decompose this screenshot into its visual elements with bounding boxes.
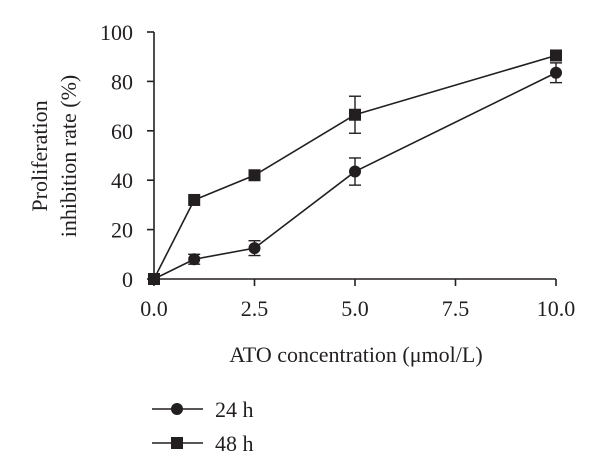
y-axis-title-line-1: Proliferation: [27, 100, 52, 211]
y-axis-title: Proliferation inhibition rate (%): [27, 75, 81, 238]
series-layer: [148, 49, 562, 285]
y-tick-label: 60: [111, 119, 133, 144]
legend-label: 24 h: [215, 397, 254, 422]
series-48h: [148, 49, 562, 285]
y-tick-label: 40: [111, 168, 133, 193]
data-point-48h: [550, 49, 562, 62]
series-24h: [148, 62, 562, 285]
data-point-24h: [188, 253, 201, 266]
legend-label: 48 h: [215, 431, 254, 456]
y-tick-label: 20: [111, 218, 133, 243]
y-axis-title-line-2: inhibition rate (%): [56, 75, 81, 238]
data-point-24h: [550, 66, 562, 79]
x-tick-label: 2.5: [241, 296, 269, 321]
data-point-24h: [248, 242, 261, 255]
x-tick-label: 0.0: [140, 296, 168, 321]
legend-marker: [171, 403, 183, 415]
x-tick-label: 10.0: [537, 296, 576, 321]
y-tick-label: 0: [122, 267, 133, 292]
legend-item-48h: 48 h: [152, 431, 254, 456]
y-tick-label: 80: [111, 69, 133, 94]
legend-marker: [171, 437, 183, 449]
legend-item-24h: 24 h: [152, 397, 254, 422]
x-tick-label: 5.0: [341, 296, 369, 321]
data-point-48h: [148, 273, 160, 285]
legend: 24 h 48 h: [152, 397, 254, 456]
axes: 0.0 2.5 5.0 7.5 10.0 0 20 40 60 80 100: [100, 20, 575, 321]
x-axis-title: ATO concentration (μmol/L): [229, 342, 482, 367]
data-point-24h: [349, 165, 361, 178]
data-point-48h: [188, 193, 201, 206]
x-tick-label: 7.5: [442, 296, 470, 321]
data-point-48h: [349, 108, 361, 121]
y-tick-label: 100: [100, 20, 133, 45]
data-point-48h: [248, 169, 261, 182]
